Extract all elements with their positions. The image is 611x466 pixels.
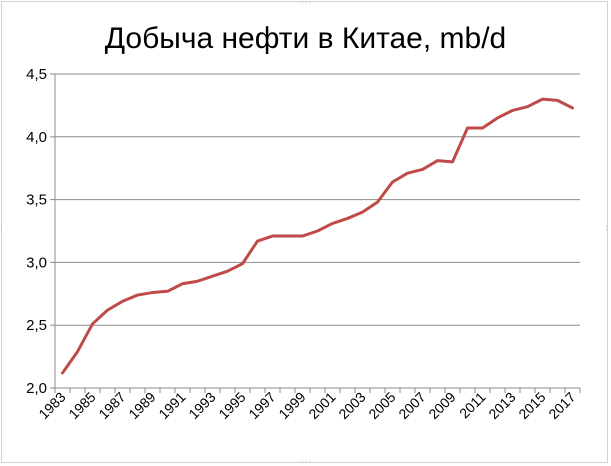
x-tick-label: 2007 (395, 389, 428, 422)
x-tick-label: 2005 (365, 389, 398, 422)
y-tick-label: 4,0 (26, 129, 47, 146)
y-tick-label: 2,0 (26, 380, 47, 397)
series-layer (61, 97, 574, 375)
x-tick-label: 2011 (456, 389, 489, 422)
x-tick-label: 1991 (155, 389, 188, 422)
chart-title: Добыча нефти в Китае, mb/d (104, 22, 507, 55)
y-tick-label: 4,5 (26, 66, 47, 83)
x-tick-labels: 1983198519871989199119931995199719992001… (35, 389, 578, 422)
x-tick-label: 2017 (545, 389, 578, 422)
y-tick-label: 3,0 (26, 254, 47, 271)
y-tick-labels: 2,0 2,5 3,0 3,5 4,0 4,5 (26, 66, 47, 397)
x-tick-label: 1997 (245, 389, 278, 422)
x-tick-label: 1987 (95, 389, 128, 422)
x-tick-label: 1985 (65, 389, 98, 422)
y-tick-label: 3,5 (26, 192, 47, 209)
resize-handle-right[interactable]: : (605, 223, 609, 232)
x-tick-label: 1989 (125, 389, 158, 422)
x-tick-label: 2015 (515, 389, 548, 422)
resize-handle-left[interactable]: : (0, 223, 4, 232)
series-line (61, 97, 574, 375)
axes (54, 74, 581, 393)
resize-handle-bottom[interactable]: ···· (298, 457, 313, 466)
resize-handle-top[interactable]: ···· (298, 0, 313, 8)
x-tick-label: 2003 (335, 389, 368, 422)
x-tick-label: 1993 (185, 389, 218, 422)
x-tick-label: 1999 (275, 389, 308, 422)
y-tick-label: 2,5 (26, 317, 47, 334)
x-tick-label: 2001 (305, 389, 338, 422)
x-tick-label: 2013 (485, 389, 518, 422)
x-tick-label: 2009 (425, 389, 458, 422)
x-tick-label: 1995 (215, 389, 248, 422)
